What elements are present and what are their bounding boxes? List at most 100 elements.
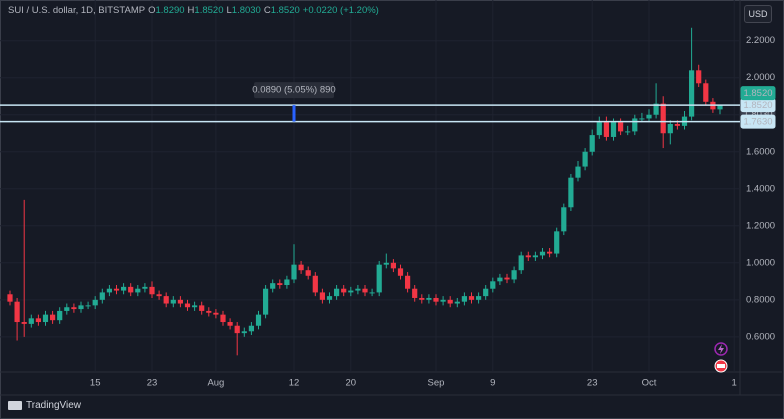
- candle-body: [476, 296, 482, 300]
- candle-body: [78, 305, 84, 310]
- candle-body: [199, 305, 205, 311]
- candle-body: [390, 262, 396, 269]
- candle-body: [639, 118, 645, 120]
- candle-body: [547, 251, 553, 254]
- candle-body: [326, 296, 333, 300]
- x-tick-label: 23: [147, 378, 158, 389]
- candle-body: [618, 122, 624, 132]
- y-tick-label: 0.8000: [746, 294, 775, 305]
- candle-body: [525, 255, 531, 258]
- ohlc-value: 1.8290: [155, 5, 185, 16]
- candle-body: [163, 296, 169, 304]
- candle-body: [596, 122, 602, 136]
- candle-body: [433, 297, 439, 302]
- price-tag: [740, 114, 776, 129]
- candle-body: [348, 290, 354, 293]
- candle-body: [255, 314, 262, 326]
- candle-body: [177, 299, 183, 304]
- candle-body: [305, 270, 311, 276]
- candle-body: [341, 288, 347, 293]
- price-change: +0.0220 (+1.20%): [302, 5, 379, 16]
- candle-body: [419, 297, 425, 300]
- candle-body: [128, 286, 134, 293]
- price-tag-label: 1.7630: [743, 117, 772, 128]
- candle-body: [518, 255, 524, 271]
- candle-body: [99, 292, 105, 300]
- ohlc-value: 1.8520: [194, 5, 224, 16]
- candle-body: [85, 305, 91, 307]
- candle-body: [156, 294, 162, 297]
- ohlc-value: 1.8520: [270, 5, 300, 16]
- y-tick-label: 1.4000: [746, 183, 775, 194]
- candle-body: [362, 288, 368, 293]
- candle-body: [397, 268, 404, 276]
- candle-body: [149, 286, 155, 295]
- y-tick-label: 2.2000: [746, 35, 775, 46]
- candle-body: [689, 70, 695, 117]
- candle-body: [71, 307, 77, 310]
- candle-body: [192, 305, 198, 308]
- price-tag-label: 1.8520: [743, 88, 772, 99]
- x-tick-label: 1: [732, 378, 737, 389]
- candle-body: [483, 288, 489, 297]
- y-tick-label: 1.0000: [746, 257, 775, 268]
- measure-tooltip: [254, 82, 334, 99]
- candle-body: [184, 303, 191, 308]
- candle-body: [21, 322, 27, 324]
- brand-name: TradingView: [26, 400, 82, 411]
- ohlc-item: O1.8290: [148, 5, 184, 16]
- ohlc-key: H: [187, 5, 195, 16]
- candle-body: [561, 207, 567, 232]
- candle-body: [64, 307, 70, 311]
- candle-body: [277, 283, 283, 286]
- candle-body: [610, 122, 617, 137]
- candle-body: [589, 135, 595, 152]
- candle-body: [511, 270, 517, 280]
- candle-body: [220, 314, 226, 323]
- candle-body: [696, 70, 702, 84]
- candle-body: [135, 288, 141, 293]
- candle-body: [291, 264, 297, 280]
- candle-body: [213, 312, 219, 315]
- y-tick-label: 2.0000: [746, 72, 775, 83]
- candle-body: [412, 288, 418, 298]
- candle-body: [355, 288, 361, 291]
- candle-body: [57, 310, 63, 321]
- candle-body: [298, 264, 304, 271]
- price-tag-label: 1.8520: [743, 100, 772, 111]
- candle-body: [440, 299, 446, 302]
- symbol-title: SUI / U.S. dollar, 1D, BITSTAMP: [8, 5, 146, 16]
- candle-body: [454, 301, 460, 304]
- candle-body: [92, 299, 98, 306]
- candle-body: [582, 151, 588, 167]
- candle-body: [717, 105, 723, 110]
- candle-body: [50, 314, 56, 321]
- candle-body: [14, 301, 20, 323]
- candle-body: [447, 299, 453, 304]
- candle-body: [426, 297, 432, 300]
- logo: [8, 401, 22, 410]
- flag-glyph: [717, 364, 725, 368]
- ohlc-key: L: [226, 5, 232, 16]
- candle-body: [383, 262, 389, 265]
- candle-body: [28, 318, 34, 324]
- ohlc-value: 1.8030: [231, 5, 261, 16]
- candle-body: [504, 277, 510, 280]
- currency-button[interactable]: USD: [744, 5, 772, 23]
- candle-body: [667, 124, 673, 134]
- candle-body: [490, 281, 496, 289]
- candle-body: [468, 296, 475, 300]
- candle-body: [703, 83, 709, 102]
- candle-body: [539, 251, 546, 256]
- candle-body: [142, 286, 148, 289]
- candle-body: [334, 288, 340, 297]
- y-tick-label: 1.2000: [746, 220, 775, 231]
- candle-body: [241, 331, 247, 334]
- candle-body: [632, 118, 638, 132]
- candle-body: [369, 292, 375, 294]
- candle-body: [284, 279, 290, 286]
- measure-label: 0.0890 (5.05%) 890: [252, 85, 335, 96]
- candle-body: [568, 177, 574, 208]
